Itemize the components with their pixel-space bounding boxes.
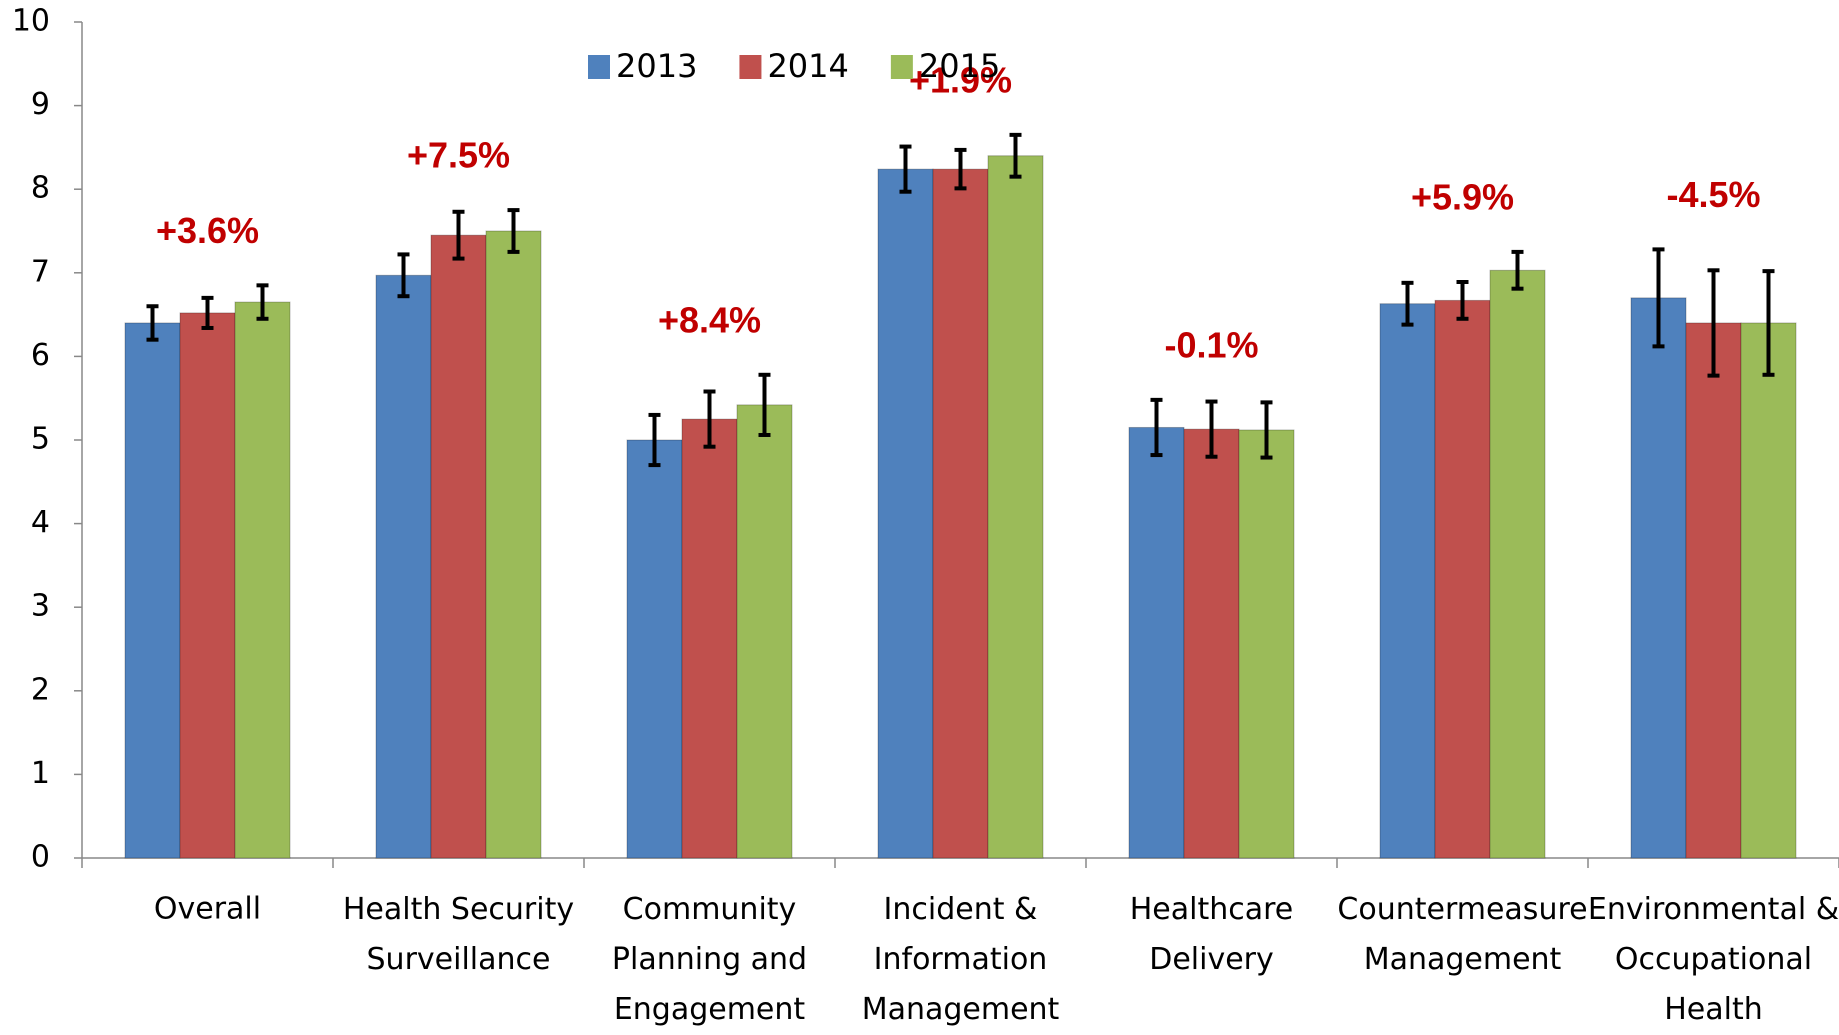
error-bar <box>1009 132 1022 179</box>
y-tick-label: 4 <box>31 505 50 540</box>
x-tick-label: Healthcare Delivery <box>1130 892 1294 977</box>
annotation: -0.1% <box>1164 324 1258 365</box>
bar <box>1740 322 1797 859</box>
y-tick-label: 0 <box>31 840 50 875</box>
error-bar <box>256 283 269 321</box>
x-tick-label: Community Planning and Engagement <box>612 892 807 1027</box>
x-tick-label: Health Security Surveillance <box>343 892 574 977</box>
bar <box>375 274 432 859</box>
annotation: +7.5% <box>407 135 510 176</box>
x-tick-label: Environmental & Occupational Health <box>1588 892 1839 1027</box>
legend-swatch <box>588 55 610 79</box>
legend-label: 2014 <box>767 47 848 85</box>
bar <box>1128 426 1185 859</box>
bar <box>179 312 236 859</box>
legend-label: 2015 <box>919 47 1000 85</box>
bar <box>987 155 1044 859</box>
bar <box>626 439 683 859</box>
legend-swatch <box>739 55 762 79</box>
bar <box>1238 429 1295 859</box>
bar <box>1630 297 1687 859</box>
error-bar <box>1150 397 1163 458</box>
y-tick-label: 10 <box>12 4 50 39</box>
annotation: -4.5% <box>1666 174 1760 215</box>
legend-swatch <box>890 55 913 79</box>
error-bar <box>1707 268 1720 378</box>
error-bar <box>1762 269 1775 377</box>
bar <box>430 234 487 859</box>
error-bar <box>954 147 967 191</box>
error-bar <box>1260 400 1273 460</box>
bar <box>485 230 542 859</box>
y-tick-label: 3 <box>31 589 50 624</box>
y-tick-label: 7 <box>31 254 50 289</box>
bar <box>932 168 989 859</box>
y-tick-label: 2 <box>31 672 50 707</box>
annotation: +1.9% <box>909 59 1012 100</box>
annotation: +8.4% <box>658 299 761 340</box>
bar <box>1434 299 1491 859</box>
legend-label: 2013 <box>616 47 697 85</box>
error-bar <box>703 389 716 449</box>
annotation: +3.6% <box>156 210 259 251</box>
bar <box>124 322 181 859</box>
error-bar <box>648 412 661 468</box>
bar <box>681 418 738 859</box>
bar <box>1379 303 1436 859</box>
y-tick-label: 6 <box>31 338 50 373</box>
error-bar <box>452 209 465 261</box>
error-bar <box>1205 399 1218 459</box>
x-tick-label: Countermeasure Management <box>1337 892 1587 977</box>
bar <box>736 404 793 859</box>
bar <box>1685 322 1742 859</box>
error-bar <box>1456 279 1469 321</box>
error-bar <box>1652 247 1665 349</box>
error-bar <box>146 304 159 342</box>
y-tick-label: 5 <box>31 422 50 457</box>
error-bar <box>397 252 410 299</box>
bar <box>1183 428 1240 859</box>
error-bar <box>758 372 771 437</box>
error-bar <box>1511 249 1524 291</box>
bar <box>234 301 291 859</box>
y-tick-label: 1 <box>31 756 50 791</box>
error-bar <box>507 208 520 254</box>
x-tick-label: Incident & Information Management <box>862 892 1060 1027</box>
y-tick-label: 9 <box>31 87 50 122</box>
error-bar <box>1401 280 1414 327</box>
annotation: +5.9% <box>1411 176 1514 217</box>
x-tick-label: Overall <box>154 892 261 927</box>
error-bar <box>899 144 912 194</box>
bar <box>877 168 934 859</box>
error-bar <box>201 295 214 330</box>
bar <box>1489 269 1546 859</box>
y-tick-label: 8 <box>31 171 50 206</box>
